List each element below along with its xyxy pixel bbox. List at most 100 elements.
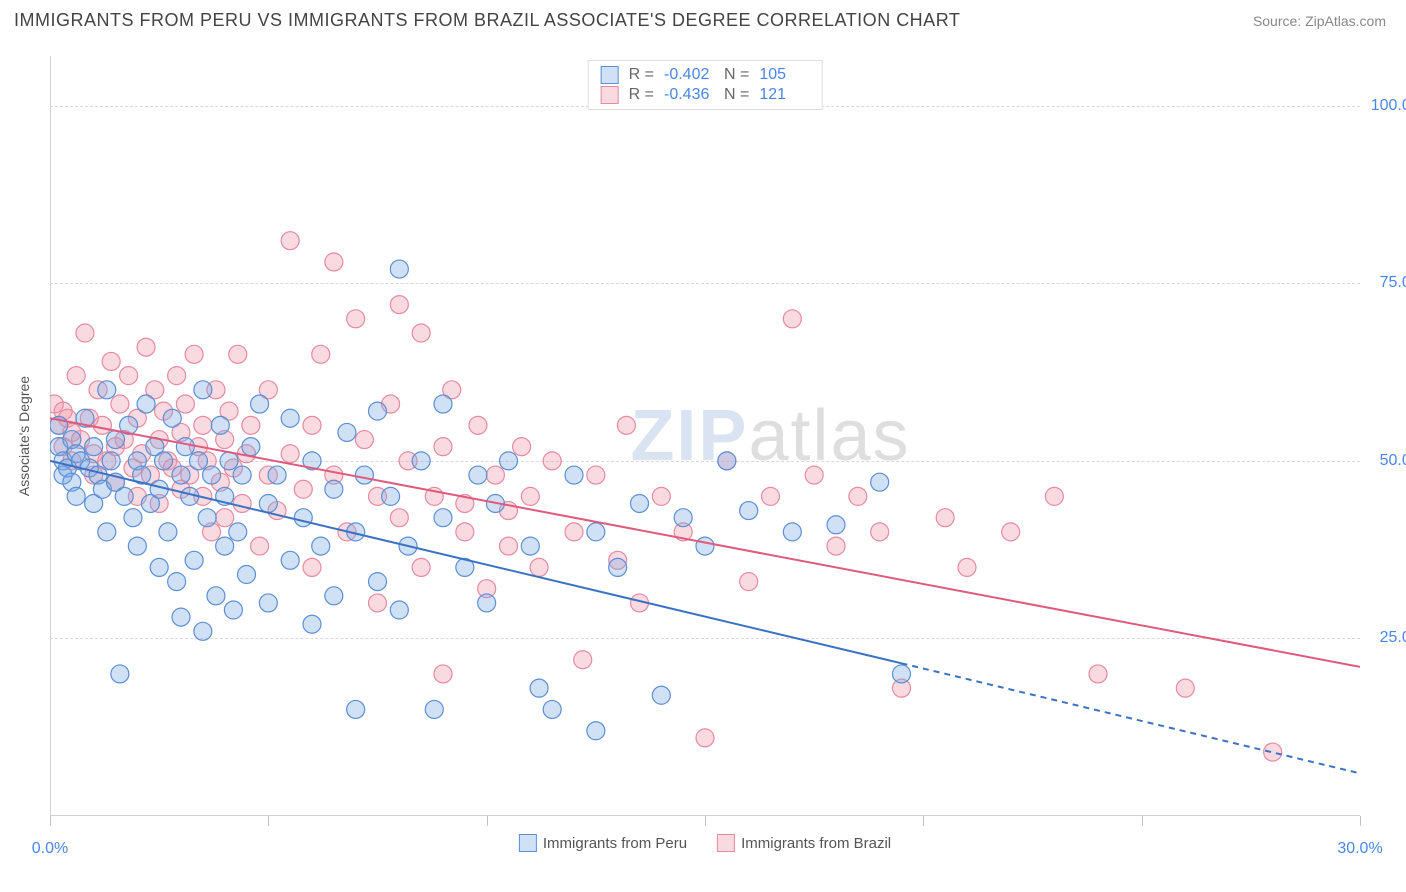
scatter-point-peru — [207, 587, 225, 605]
scatter-point-peru — [347, 700, 365, 718]
scatter-point-brazil — [1002, 523, 1020, 541]
scatter-point-brazil — [176, 395, 194, 413]
scatter-point-peru — [478, 594, 496, 612]
scatter-point-brazil — [390, 509, 408, 527]
scatter-point-peru — [893, 665, 911, 683]
scatter-point-peru — [159, 523, 177, 541]
scatter-point-peru — [325, 587, 343, 605]
n-label-peru: N = — [724, 66, 749, 84]
scatter-point-peru — [268, 466, 286, 484]
scatter-point-peru — [98, 381, 116, 399]
y-tick-label: 50.0% — [1365, 452, 1406, 470]
scatter-point-peru — [224, 601, 242, 619]
scatter-point-peru — [530, 679, 548, 697]
scatter-point-brazil — [67, 367, 85, 385]
scatter-point-brazil — [369, 594, 387, 612]
scatter-point-peru — [150, 558, 168, 576]
scatter-point-peru — [124, 509, 142, 527]
scatter-point-brazil — [513, 438, 531, 456]
y-tick-label: 100.0% — [1365, 97, 1406, 115]
chart-title: IMMIGRANTS FROM PERU VS IMMIGRANTS FROM … — [14, 10, 960, 31]
scatter-point-brazil — [849, 487, 867, 505]
scatter-point-brazil — [486, 466, 504, 484]
scatter-point-brazil — [303, 416, 321, 434]
scatter-point-brazil — [168, 367, 186, 385]
y-tick-label: 75.0% — [1365, 274, 1406, 292]
scatter-point-brazil — [652, 487, 670, 505]
scatter-point-peru — [242, 438, 260, 456]
scatter-point-brazil — [543, 452, 561, 470]
scatter-point-peru — [172, 608, 190, 626]
scatter-point-peru — [631, 494, 649, 512]
scatter-point-peru — [281, 551, 299, 569]
x-tick-mark — [50, 816, 51, 826]
scatter-point-peru — [355, 466, 373, 484]
scatter-point-brazil — [120, 367, 138, 385]
x-tick-mark — [1360, 816, 1361, 826]
scatter-point-peru — [67, 487, 85, 505]
scatter-point-peru — [500, 452, 518, 470]
y-tick-label: 25.0% — [1365, 629, 1406, 647]
scatter-point-brazil — [355, 431, 373, 449]
r-label-peru: R = — [629, 66, 654, 84]
scatter-point-brazil — [587, 466, 605, 484]
r-label-brazil: R = — [629, 86, 654, 104]
scatter-point-peru — [871, 473, 889, 491]
scatter-point-peru — [198, 509, 216, 527]
scatter-point-brazil — [412, 558, 430, 576]
scatter-point-brazil — [102, 352, 120, 370]
scatter-point-peru — [115, 487, 133, 505]
scatter-point-brazil — [456, 523, 474, 541]
scatter-point-peru — [194, 622, 212, 640]
scatter-point-peru — [369, 402, 387, 420]
scatter-point-peru — [251, 395, 269, 413]
trendline-brazil — [50, 418, 1360, 667]
scatter-point-peru — [259, 594, 277, 612]
scatter-point-brazil — [871, 523, 889, 541]
scatter-point-peru — [185, 551, 203, 569]
scatter-point-brazil — [1264, 743, 1282, 761]
scatter-point-peru — [176, 438, 194, 456]
chart-svg — [50, 56, 1360, 816]
scatter-point-peru — [565, 466, 583, 484]
x-tick-label-min: 0.0% — [32, 840, 68, 858]
scatter-point-brazil — [740, 573, 758, 591]
scatter-point-brazil — [233, 494, 251, 512]
scatter-point-peru — [294, 509, 312, 527]
scatter-point-peru — [469, 466, 487, 484]
scatter-point-peru — [652, 686, 670, 704]
scatter-point-peru — [609, 558, 627, 576]
scatter-point-brazil — [347, 310, 365, 328]
scatter-point-peru — [85, 438, 103, 456]
swatch-brazil — [601, 86, 619, 104]
scatter-point-brazil — [412, 324, 430, 342]
source-attribution: Source: ZipAtlas.com — [1253, 13, 1386, 29]
scatter-point-brazil — [530, 558, 548, 576]
scatter-point-peru — [369, 573, 387, 591]
scatter-point-brazil — [500, 537, 518, 555]
scatter-point-peru — [211, 416, 229, 434]
legend-item-peru: Immigrants from Peru — [519, 834, 687, 852]
scatter-point-peru — [521, 537, 539, 555]
scatter-point-peru — [107, 431, 125, 449]
scatter-point-brazil — [574, 651, 592, 669]
stats-row-brazil: R = -0.436 N = 121 — [601, 85, 810, 105]
n-value-brazil: 121 — [759, 86, 809, 104]
chart-header: IMMIGRANTS FROM PERU VS IMMIGRANTS FROM … — [0, 0, 1406, 37]
r-value-peru: -0.402 — [664, 66, 714, 84]
scatter-point-peru — [303, 615, 321, 633]
n-value-peru: 105 — [759, 66, 809, 84]
scatter-point-brazil — [93, 416, 111, 434]
n-label-brazil: N = — [724, 86, 749, 104]
scatter-point-peru — [382, 487, 400, 505]
scatter-point-peru — [155, 452, 173, 470]
x-tick-mark — [705, 816, 706, 826]
scatter-point-peru — [203, 466, 221, 484]
scatter-point-brazil — [1045, 487, 1063, 505]
scatter-point-peru — [740, 502, 758, 520]
scatter-point-brazil — [390, 296, 408, 314]
r-value-brazil: -0.436 — [664, 86, 714, 104]
scatter-point-peru — [674, 509, 692, 527]
scatter-point-brazil — [434, 665, 452, 683]
scatter-point-brazil — [617, 416, 635, 434]
